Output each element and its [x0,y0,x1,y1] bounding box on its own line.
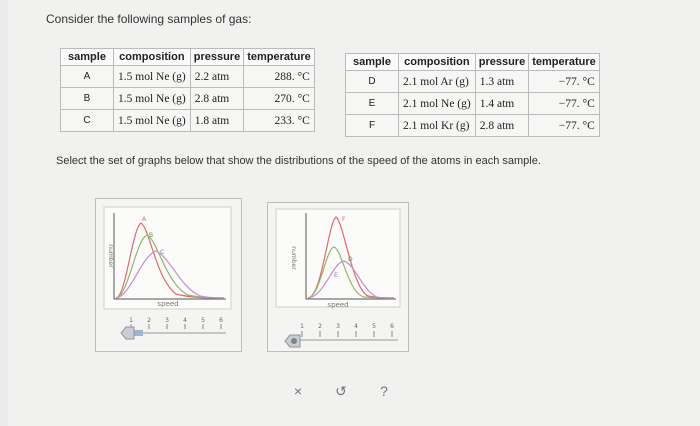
table-row: E 2.1 mol Ne (g) 1.4 atm −77. °C [345,92,600,115]
sample-temperature: −77. °C [528,114,600,137]
header-composition: composition [398,53,476,71]
sample-temperature: 233. °C [243,109,315,132]
header-temperature: temperature [528,53,600,71]
sample-temperature: 270. °C [243,87,315,110]
curve-label: B [149,232,153,239]
curve-d [307,260,394,299]
undo-icon[interactable]: ↺ [335,383,347,399]
slider-tick-label: 2 [147,317,151,324]
sample-temperature: −77. °C [528,70,600,93]
curve-a [115,222,225,299]
y-axis-label: number [107,244,114,268]
table-row: A 1.5 mol Ne (g) 2.2 atm 288. °C [60,65,315,88]
sample-label: D [345,70,399,93]
clear-icon[interactable]: × [293,383,303,399]
sample-pressure: 2.2 atm [189,65,245,88]
x-axis-label: speed [157,300,178,308]
curve-label: A [142,216,147,223]
header-pressure: pressure [474,53,530,71]
sample-composition: 2.1 mol Kr (g) [398,114,476,137]
samples-table-right: sample composition pressure temperature … [345,53,600,137]
slider-handle[interactable] [120,326,135,340]
sample-composition: 1.5 mol Ne (g) [113,65,191,88]
header-sample: sample [345,53,399,71]
sample-pressure: 1.4 atm [474,92,530,115]
samples-table-left: sample composition pressure temperature … [60,48,315,132]
sample-temperature: 288. °C [243,65,315,88]
header-composition: composition [113,48,191,66]
sample-pressure: 1.8 atm [189,109,245,132]
slider-tick-label: 5 [372,323,376,330]
sample-label: E [345,92,399,115]
sample-label: A [60,65,114,88]
table-row: B 1.5 mol Ne (g) 2.8 atm 270. °C [60,87,315,110]
table-row: D 2.1 mol Ar (g) 1.3 atm −77. °C [345,70,600,93]
help-icon[interactable]: ? [380,383,388,399]
slider-handle[interactable] [284,334,301,348]
sample-pressure: 2.8 atm [189,87,245,110]
sample-composition: 1.5 mol Ne (g) [113,109,191,132]
sample-label: B [60,87,114,110]
table-row: F 2.1 mol Kr (g) 2.8 atm −77. °C [345,114,600,137]
sample-label: C [60,109,114,132]
sample-pressure: 1.3 atm [474,70,530,93]
slider-ticks [130,324,222,329]
slider-tick-label: 1 [300,323,304,330]
sample-composition: 1.5 mol Ne (g) [113,87,191,110]
sample-pressure: 2.8 atm [474,114,530,137]
table-row: C 1.5 mol Ne (g) 1.8 atm 233. °C [60,109,315,132]
answer-actions: × ↺ ? [288,383,398,405]
curve-label: F [342,216,346,223]
slider-tick-label: 3 [336,323,340,330]
slider-tick-label: 1 [129,317,133,324]
slider-tick-label: 4 [183,317,187,324]
instruction-text: Select the set of graphs below that show… [56,155,541,167]
header-pressure: pressure [189,48,245,66]
curve-label: C [160,249,164,256]
curve-b [115,234,225,299]
sample-composition: 2.1 mol Ne (g) [398,92,476,115]
x-axis-label: speed [327,301,348,309]
question-prompt: Consider the following samples of gas: [46,12,252,26]
y-axis-label: number [290,246,297,270]
sample-composition: 2.1 mol Ar (g) [398,70,476,93]
slider-tick-label: 6 [390,323,394,330]
slider-ticks [301,331,393,337]
graph-1-svg: number speed A B C 1 2 3 4 5 6 [103,206,232,340]
plot-area [275,208,401,308]
graph-option-2[interactable]: number speed F D E 1 2 3 4 5 6 [267,202,409,352]
graph-2-svg: number speed F D E 1 2 3 4 5 6 [275,208,401,348]
slider-tick-label: 2 [318,323,322,330]
graph-option-1[interactable]: number speed A B C 1 2 3 4 5 6 [95,198,242,352]
slider-tick-label: 6 [219,317,223,324]
slider-tick-label: 5 [201,317,205,324]
header-temperature: temperature [243,48,315,66]
curve-c [115,250,225,299]
slider-tick-label: 3 [165,317,169,324]
question-panel: Consider the following samples of gas: s… [8,0,700,426]
sample-temperature: −77. °C [528,92,600,115]
curve-label: D [348,256,353,263]
header-sample: sample [60,48,114,66]
slider-tick-label: 4 [354,323,358,330]
curve-label: E [334,272,338,279]
sample-label: F [345,114,399,137]
slider-fill [127,330,143,336]
